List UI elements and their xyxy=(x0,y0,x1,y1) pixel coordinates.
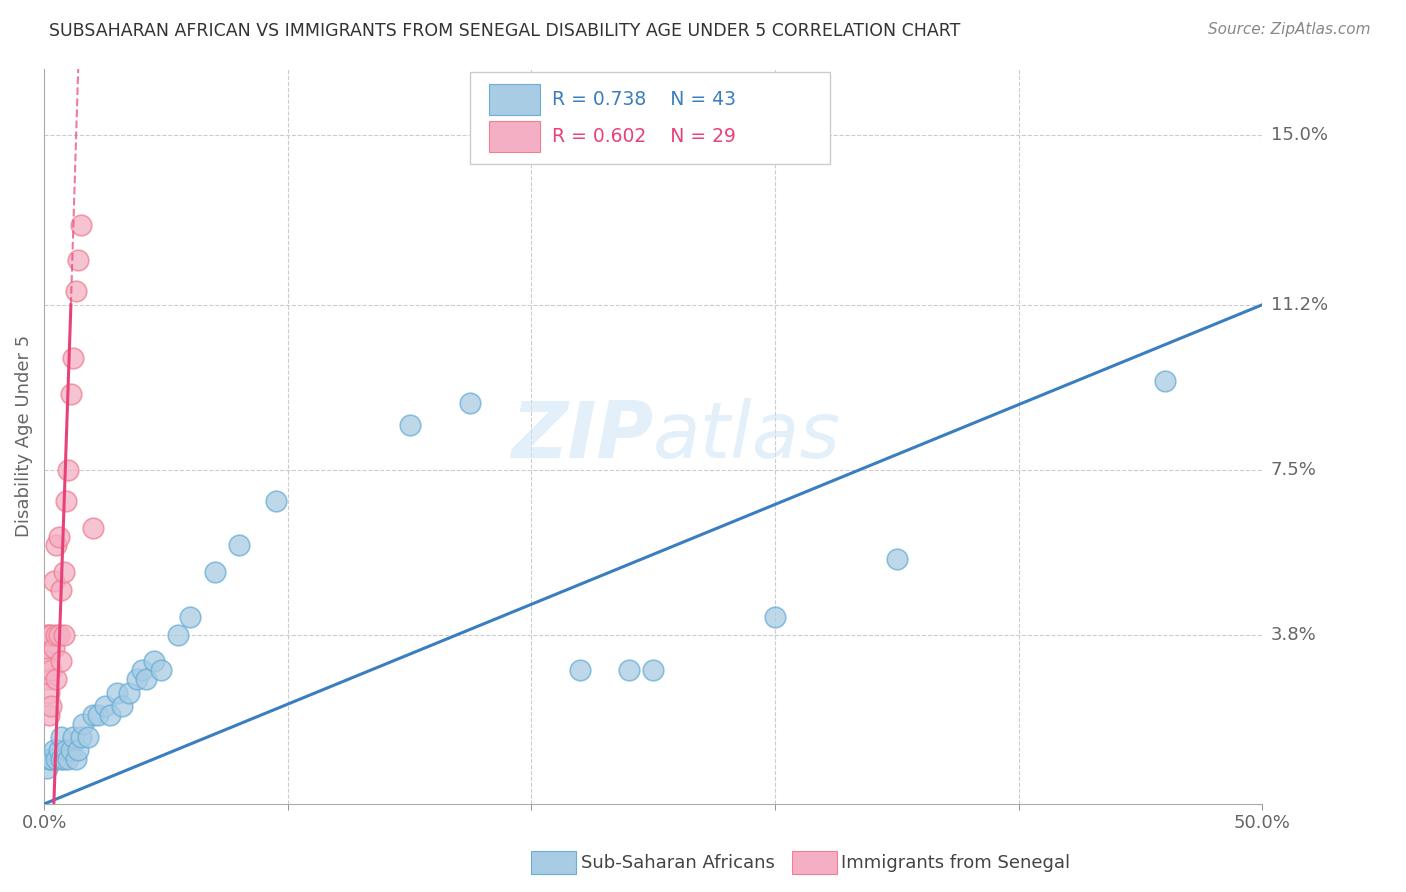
Point xyxy=(118,685,141,699)
Point xyxy=(58,752,80,766)
Point xyxy=(98,707,121,722)
FancyBboxPatch shape xyxy=(471,72,830,164)
Point xyxy=(45,672,67,686)
Text: Sub-Saharan Africans: Sub-Saharan Africans xyxy=(581,854,775,871)
Point xyxy=(264,494,287,508)
Point xyxy=(69,218,91,232)
Point xyxy=(55,743,77,757)
Point xyxy=(35,761,58,775)
Point xyxy=(45,538,67,552)
Point xyxy=(45,627,67,641)
Point xyxy=(460,396,482,410)
Point xyxy=(617,663,640,677)
Text: R = 0.738    N = 43: R = 0.738 N = 43 xyxy=(553,90,737,109)
Point xyxy=(67,253,90,268)
Point xyxy=(105,685,128,699)
Point xyxy=(142,654,165,668)
Point xyxy=(55,494,77,508)
Point xyxy=(65,285,87,299)
Text: Source: ZipAtlas.com: Source: ZipAtlas.com xyxy=(1208,22,1371,37)
Text: R = 0.602    N = 29: R = 0.602 N = 29 xyxy=(553,128,735,146)
Point xyxy=(67,743,90,757)
Point xyxy=(35,627,58,641)
Point xyxy=(45,752,67,766)
Point xyxy=(42,640,65,655)
Point xyxy=(35,672,58,686)
Point xyxy=(82,707,104,722)
Point xyxy=(35,654,58,668)
Text: 7.5%: 7.5% xyxy=(1271,460,1316,479)
Point xyxy=(48,627,70,641)
Point xyxy=(38,707,60,722)
Point xyxy=(52,565,75,579)
Point xyxy=(35,640,58,655)
Point xyxy=(41,663,63,677)
Point xyxy=(38,685,60,699)
Point xyxy=(48,530,70,544)
FancyBboxPatch shape xyxy=(489,121,540,153)
Point xyxy=(228,538,250,552)
Point xyxy=(58,463,80,477)
Point xyxy=(62,351,84,366)
Point xyxy=(38,627,60,641)
Text: ZIP: ZIP xyxy=(510,398,654,475)
Point xyxy=(52,752,75,766)
Point xyxy=(69,730,91,744)
Point xyxy=(59,387,82,401)
FancyBboxPatch shape xyxy=(489,84,540,115)
Point xyxy=(59,743,82,757)
Point xyxy=(204,565,226,579)
Point xyxy=(42,743,65,757)
Point xyxy=(643,663,665,677)
Point xyxy=(41,698,63,713)
Point xyxy=(886,551,908,566)
Text: 3.8%: 3.8% xyxy=(1271,625,1316,644)
Point xyxy=(167,627,190,641)
Point xyxy=(41,752,63,766)
Point xyxy=(51,582,73,597)
Point xyxy=(38,752,60,766)
Y-axis label: Disability Age Under 5: Disability Age Under 5 xyxy=(15,335,32,537)
Point xyxy=(77,730,100,744)
Text: 11.2%: 11.2% xyxy=(1271,296,1327,314)
Point xyxy=(125,672,148,686)
Text: Immigrants from Senegal: Immigrants from Senegal xyxy=(841,854,1070,871)
Point xyxy=(398,418,420,433)
Point xyxy=(52,627,75,641)
Point xyxy=(82,521,104,535)
Point xyxy=(65,752,87,766)
Point xyxy=(94,698,117,713)
Point xyxy=(111,698,134,713)
Text: 15.0%: 15.0% xyxy=(1271,127,1327,145)
Point xyxy=(62,730,84,744)
Point xyxy=(51,730,73,744)
Point xyxy=(135,672,157,686)
Point xyxy=(48,743,70,757)
Point xyxy=(86,707,108,722)
Point xyxy=(763,609,786,624)
Point xyxy=(42,574,65,588)
Point xyxy=(51,752,73,766)
Point xyxy=(150,663,173,677)
Point xyxy=(72,716,94,731)
Text: SUBSAHARAN AFRICAN VS IMMIGRANTS FROM SENEGAL DISABILITY AGE UNDER 5 CORRELATION: SUBSAHARAN AFRICAN VS IMMIGRANTS FROM SE… xyxy=(49,22,960,40)
Point xyxy=(179,609,201,624)
Text: atlas: atlas xyxy=(654,398,841,475)
Point xyxy=(131,663,153,677)
Point xyxy=(51,654,73,668)
Point xyxy=(41,627,63,641)
Point xyxy=(1153,374,1175,388)
Point xyxy=(569,663,592,677)
